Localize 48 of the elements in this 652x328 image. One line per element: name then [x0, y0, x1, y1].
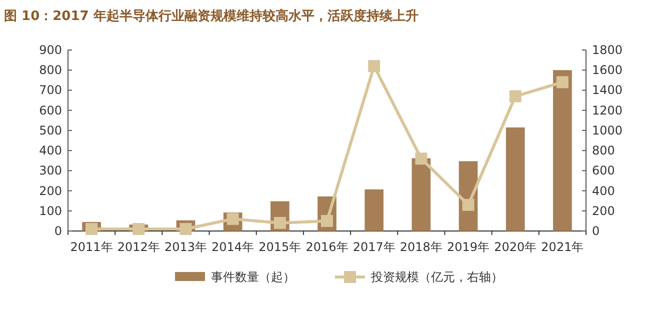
- y-tick-label: 500: [39, 123, 62, 138]
- x-tick-label: 2015年: [258, 240, 302, 254]
- point: [86, 222, 98, 235]
- point: [415, 152, 428, 165]
- y2-tick-label: 1400: [592, 83, 623, 98]
- point: [274, 216, 286, 229]
- x-tick-label: 2018年: [400, 240, 442, 254]
- y-tick-label: 300: [39, 164, 62, 178]
- y2-tick-label: 800: [592, 144, 615, 158]
- x-tick-label: 2013年: [164, 240, 207, 254]
- y2-tick-label: 200: [592, 204, 615, 218]
- x-tick-label: 2016年: [306, 240, 348, 254]
- bar: [412, 158, 431, 231]
- legend-label: 投资规模（亿元，右轴）: [370, 270, 503, 284]
- y-tick-label: 200: [39, 184, 62, 198]
- chart-title: 图 10：2017 年起半导体行业融资规模维持较高水平，活跃度持续上升: [4, 8, 418, 24]
- bar: [553, 70, 572, 231]
- y2-tick-label: 0: [592, 224, 600, 238]
- x-tick-label: 2017年: [352, 240, 396, 254]
- y-tick-label: 800: [39, 63, 62, 78]
- x-tick-label: 2020年: [494, 240, 537, 254]
- y2-tick-label: 1600: [592, 63, 623, 78]
- y2-tick-label: 600: [592, 164, 615, 178]
- point: [556, 76, 568, 88]
- bar: [364, 189, 384, 231]
- point: [509, 90, 522, 102]
- point: [462, 198, 474, 211]
- y-tick-label: 0: [54, 224, 62, 238]
- point: [368, 60, 380, 72]
- y2-tick-label: 1200: [592, 103, 623, 118]
- y-tick-label: 100: [39, 204, 62, 218]
- y2-tick-label: 400: [592, 184, 615, 198]
- x-tick-label: 2012年: [117, 240, 160, 254]
- y2-tick-label: 1000: [592, 123, 623, 138]
- legend-label: 事件数量（起）: [211, 270, 295, 284]
- x-tick-label: 2014年: [212, 240, 254, 254]
- point: [321, 214, 333, 227]
- point: [180, 222, 192, 235]
- bar: [506, 127, 525, 231]
- point: [132, 222, 145, 235]
- x-tick-label: 2019年: [447, 240, 490, 254]
- x-tick-label: 2011年: [70, 240, 113, 254]
- y-tick-label: 900: [39, 43, 62, 57]
- x-tick-label: 2021年: [541, 240, 584, 254]
- y2-tick-label: 1800: [592, 43, 623, 57]
- y-tick-label: 700: [39, 83, 62, 98]
- y-tick-label: 600: [39, 103, 62, 118]
- y-tick-label: 400: [39, 144, 62, 158]
